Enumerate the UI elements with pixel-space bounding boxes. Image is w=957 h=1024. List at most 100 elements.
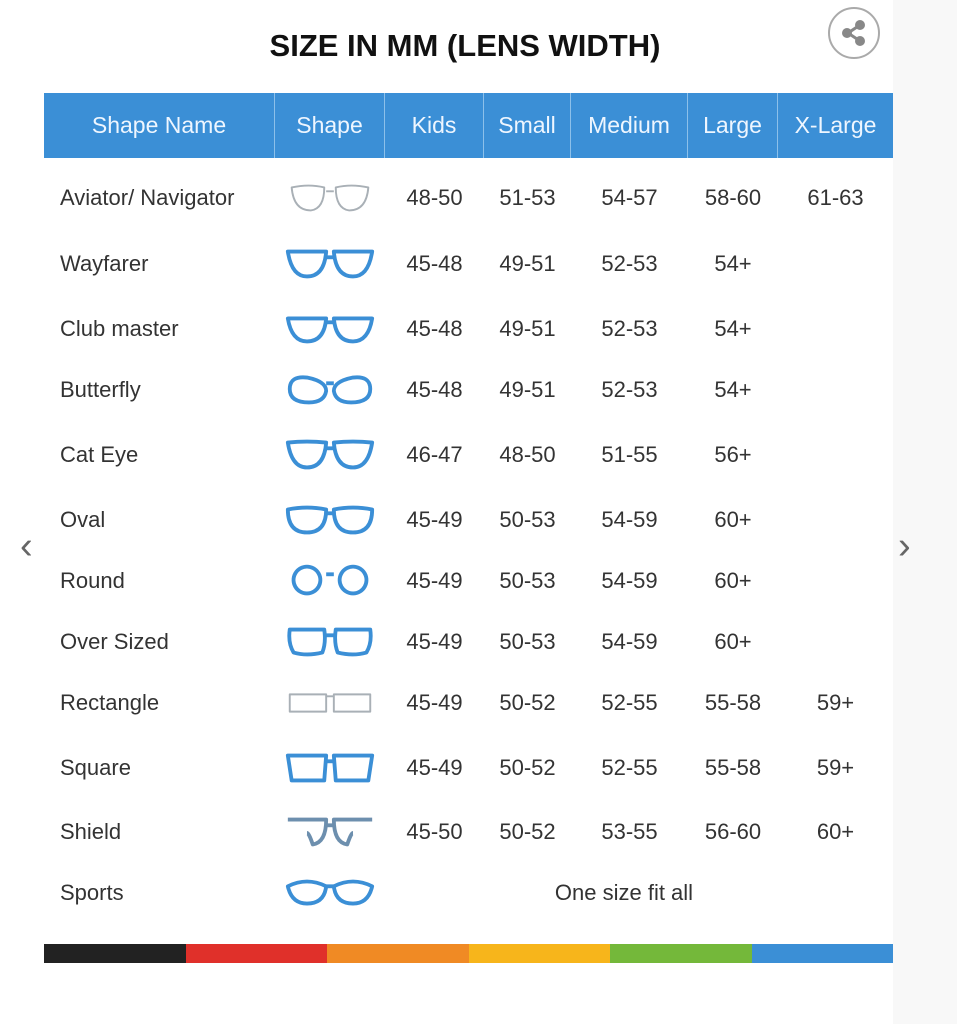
glasses-butterfly-icon (287, 375, 373, 405)
glasses-aviator-icon (290, 184, 370, 212)
table-row: Aviator/ Navigator 48-50 51-53 54-57 58-60 6… (44, 168, 893, 228)
column-header: Large (688, 93, 778, 158)
chevron-left-icon[interactable]: ‹ (20, 525, 33, 567)
size-small: 49-51 (499, 251, 556, 276)
size-medium: 52-53 (601, 316, 658, 341)
size-kids: 45-49 (406, 755, 463, 780)
size-x-large (778, 299, 893, 359)
size-kids: 45-49 (406, 690, 463, 715)
color-bar (44, 944, 893, 963)
chevron-right-icon[interactable]: › (898, 525, 911, 567)
size-small: 50-52 (499, 755, 556, 780)
shape-name: Oval (60, 507, 106, 532)
column-header: Medium (571, 93, 688, 158)
size-large: 60+ (714, 568, 752, 593)
shape-name: Butterfly (60, 377, 141, 402)
size-small: 50-52 (499, 819, 556, 844)
color-bar-segment (751, 944, 893, 963)
size-large: 54+ (714, 377, 752, 402)
size-x-large: 59+ (816, 690, 855, 715)
background-strip (893, 0, 957, 1024)
shape-name: Round (60, 568, 125, 593)
color-bar-segment (185, 944, 327, 963)
size-kids: 45-48 (406, 377, 463, 402)
glasses-square-icon (285, 753, 375, 783)
size-large: 58-60 (704, 185, 762, 210)
size-medium: 54-59 (601, 629, 658, 654)
size-x-large (778, 234, 893, 294)
size-large: 60+ (714, 507, 752, 532)
size-kids: 48-50 (406, 185, 463, 210)
shape-name: Sports (60, 880, 124, 905)
size-x-large: 61-63 (807, 185, 864, 210)
size-large: 55-58 (704, 755, 762, 780)
size-kids: 45-49 (406, 507, 463, 532)
color-bar-segment (327, 944, 469, 963)
shape-name: Shield (60, 819, 122, 844)
table-row: Cat Eye 46-47 48-50 51-55 56+ (44, 425, 893, 485)
table-row: Rectangle 45-49 50-52 52-55 55-58 59+ (44, 673, 893, 733)
size-kids: 45-49 (406, 568, 463, 593)
size-large: 54+ (714, 251, 752, 276)
size-medium: 52-53 (601, 377, 658, 402)
shape-name: Over Sized (60, 629, 169, 654)
shape-name: Square (60, 755, 131, 780)
table-header: Shape Name Shape Kids Small Medium Large X-Lar… (44, 93, 893, 158)
size-medium: 54-59 (601, 507, 658, 532)
size-kids: 45-50 (406, 819, 463, 844)
size-small: 49-51 (499, 316, 556, 341)
size-kids: 46-47 (406, 442, 463, 467)
glasses-wayfarer-icon (285, 249, 375, 279)
size-x-large (778, 490, 893, 550)
size-kids: 45-48 (406, 316, 463, 341)
size-medium: 52-55 (601, 690, 658, 715)
table-row: Wayfarer 45-48 49-51 52-53 54+ (44, 234, 893, 294)
table-row: Oval 45-49 50-53 54-59 60+ (44, 490, 893, 550)
size-small: 50-52 (499, 690, 556, 715)
column-header: Kids (385, 93, 484, 158)
shape-name: Aviator/ Navigator (60, 185, 235, 210)
size-small: 50-53 (499, 568, 556, 593)
shape-name: Wayfarer (60, 251, 149, 276)
size-large: 56-60 (704, 819, 762, 844)
size-medium: 51-55 (601, 442, 658, 467)
size-small: 50-53 (499, 507, 556, 532)
size-medium: 54-57 (601, 185, 658, 210)
column-header: Shape (275, 93, 385, 158)
size-small: 50-53 (499, 629, 556, 654)
column-header: X-Large (794, 112, 877, 138)
size-x-large: 59+ (816, 755, 855, 780)
shape-name: Rectangle (60, 690, 160, 715)
size-kids: 45-48 (406, 251, 463, 276)
table-row: Square 45-49 50-52 52-55 55-58 59+ (44, 738, 893, 798)
column-header: Small (484, 93, 571, 158)
size-medium: 54-59 (601, 568, 658, 593)
size-x-large (778, 425, 893, 485)
table-row: Club master 45-48 49-51 52-53 54+ (44, 299, 893, 359)
size-small: 48-50 (499, 442, 556, 467)
glasses-oval-icon (285, 505, 375, 535)
color-bar-segment (610, 944, 752, 963)
size-large: 55-58 (704, 690, 762, 715)
glasses-round-icon (291, 564, 369, 596)
table-row: Shield 45-50 50-52 53-55 56-60 60+ (44, 802, 893, 862)
size-small: 49-51 (499, 377, 556, 402)
color-bar-segment (44, 944, 186, 963)
size-x-large (778, 551, 893, 611)
size-medium: 52-53 (601, 251, 658, 276)
glasses-cateye-icon (285, 439, 375, 470)
size-medium: 53-55 (601, 819, 658, 844)
glasses-sports-icon (285, 879, 375, 906)
size-x-large (778, 360, 893, 420)
size-large: 54+ (714, 316, 752, 341)
size-x-large (778, 612, 893, 672)
table-row: Round 45-49 50-53 54-59 60+ (44, 551, 893, 611)
shape-name: Cat Eye (60, 442, 139, 467)
share-icon (842, 20, 865, 46)
column-header: Shape Name (44, 93, 275, 158)
shape-name: Club master (60, 316, 179, 341)
size-note: One size fit all (554, 880, 694, 905)
share-button[interactable] (828, 7, 880, 59)
size-large: 60+ (714, 629, 752, 654)
color-bar-segment (468, 944, 610, 963)
